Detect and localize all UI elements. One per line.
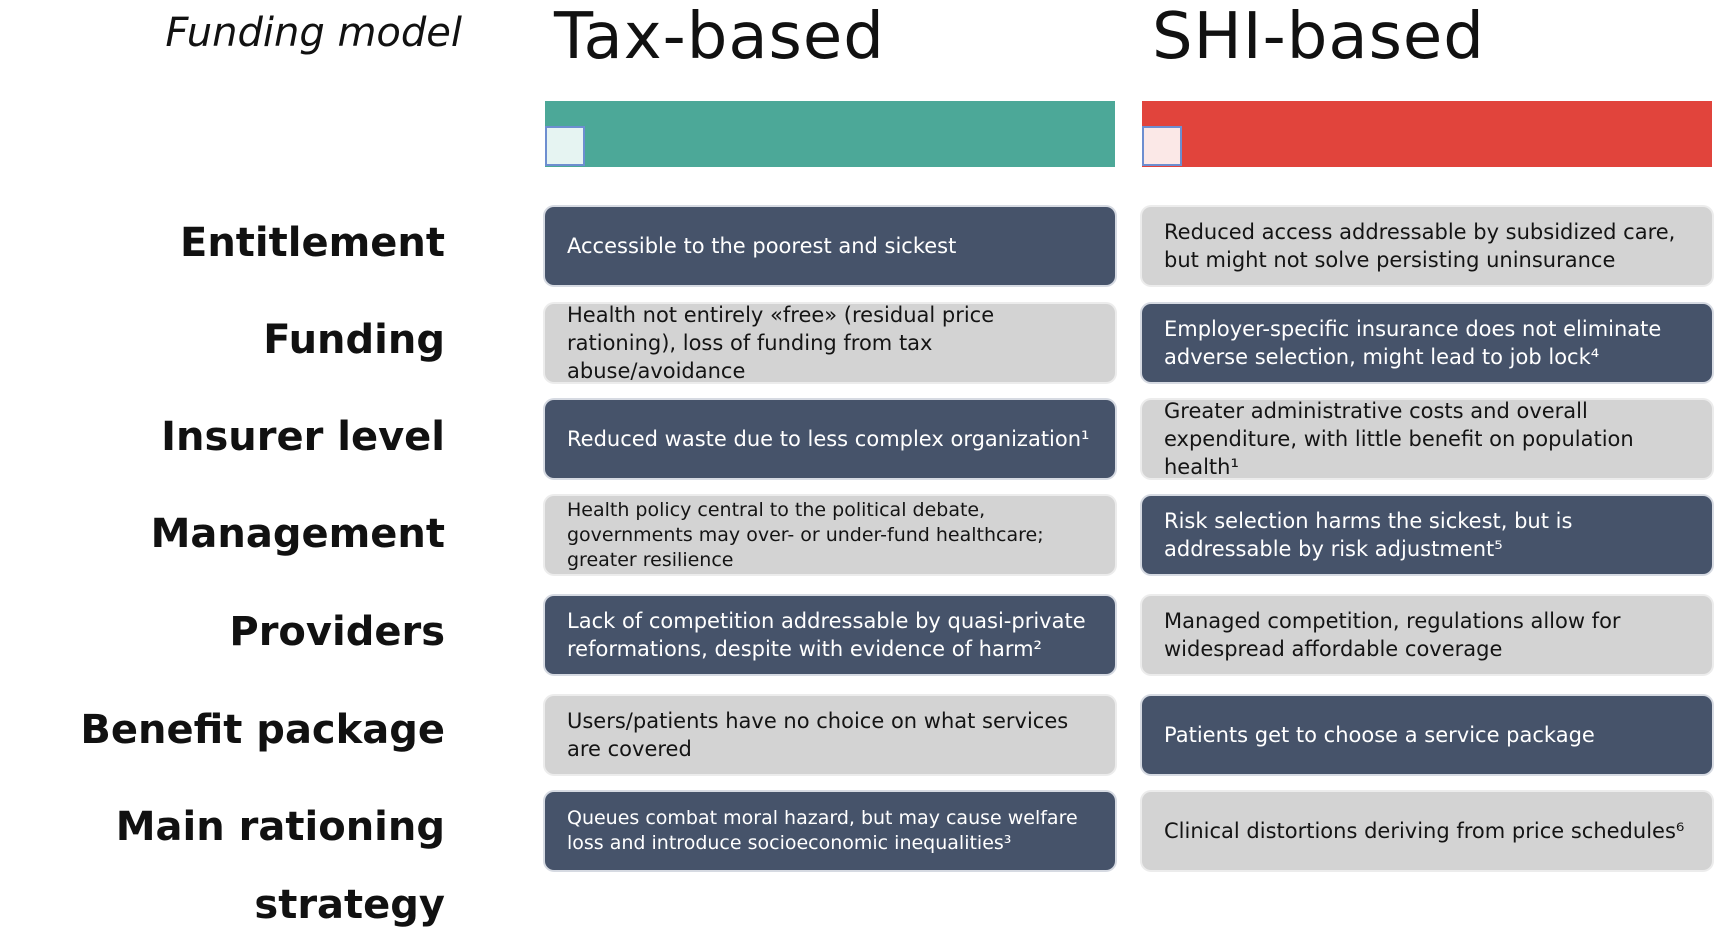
cell-funding-tax: Health not entirely «free» (residual pri…	[545, 303, 1115, 383]
cell-benefit-package-tax: Users/patients have no choice on what se…	[545, 696, 1115, 774]
row-label-funding: Funding	[263, 317, 445, 363]
cell-providers-shi: Managed competition, regulations allow f…	[1142, 596, 1712, 674]
shi-bar-square	[1142, 126, 1182, 166]
shi-based-heading: SHI-based	[1152, 0, 1485, 74]
cell-insurer-level-shi: Greater administrative costs and overall…	[1142, 399, 1712, 479]
cell-main-rationing-strategy-tax: Queues combat moral hazard, but may caus…	[545, 792, 1115, 870]
tax-bar-square	[545, 126, 585, 166]
cell-funding-shi: Employer-specific insurance does not eli…	[1142, 304, 1712, 382]
row-label-entitlement: Entitlement	[180, 220, 445, 266]
cell-providers-tax: Lack of competition addressable by quasi…	[545, 596, 1115, 674]
cell-main-rationing-strategy-shi: Clinical distortions deriving from price…	[1142, 792, 1712, 870]
cell-insurer-level-tax: Reduced waste due to less complex organi…	[545, 400, 1115, 478]
cell-entitlement-tax: Accessible to the poorest and sickest	[545, 207, 1115, 285]
cell-management-tax: Health policy central to the political d…	[545, 496, 1115, 574]
row-label-main-rationing-strategy: Main rationing strategy	[115, 804, 445, 928]
row-label-providers: Providers	[229, 609, 445, 655]
funding-model-title: Funding model	[165, 10, 462, 56]
tax-based-color-bar	[545, 101, 1115, 167]
cell-benefit-package-shi: Patients get to choose a service package	[1142, 696, 1712, 774]
shi-based-color-bar	[1142, 101, 1712, 167]
tax-based-heading: Tax-based	[554, 0, 885, 74]
row-label-benefit-package: Benefit package	[80, 707, 445, 753]
cell-entitlement-shi: Reduced access addressable by subsidized…	[1142, 207, 1712, 285]
row-label-insurer-level: Insurer level	[161, 414, 445, 460]
cell-management-shi: Risk selection harms the sickest, but is…	[1142, 496, 1712, 574]
row-label-management: Management	[150, 511, 445, 557]
